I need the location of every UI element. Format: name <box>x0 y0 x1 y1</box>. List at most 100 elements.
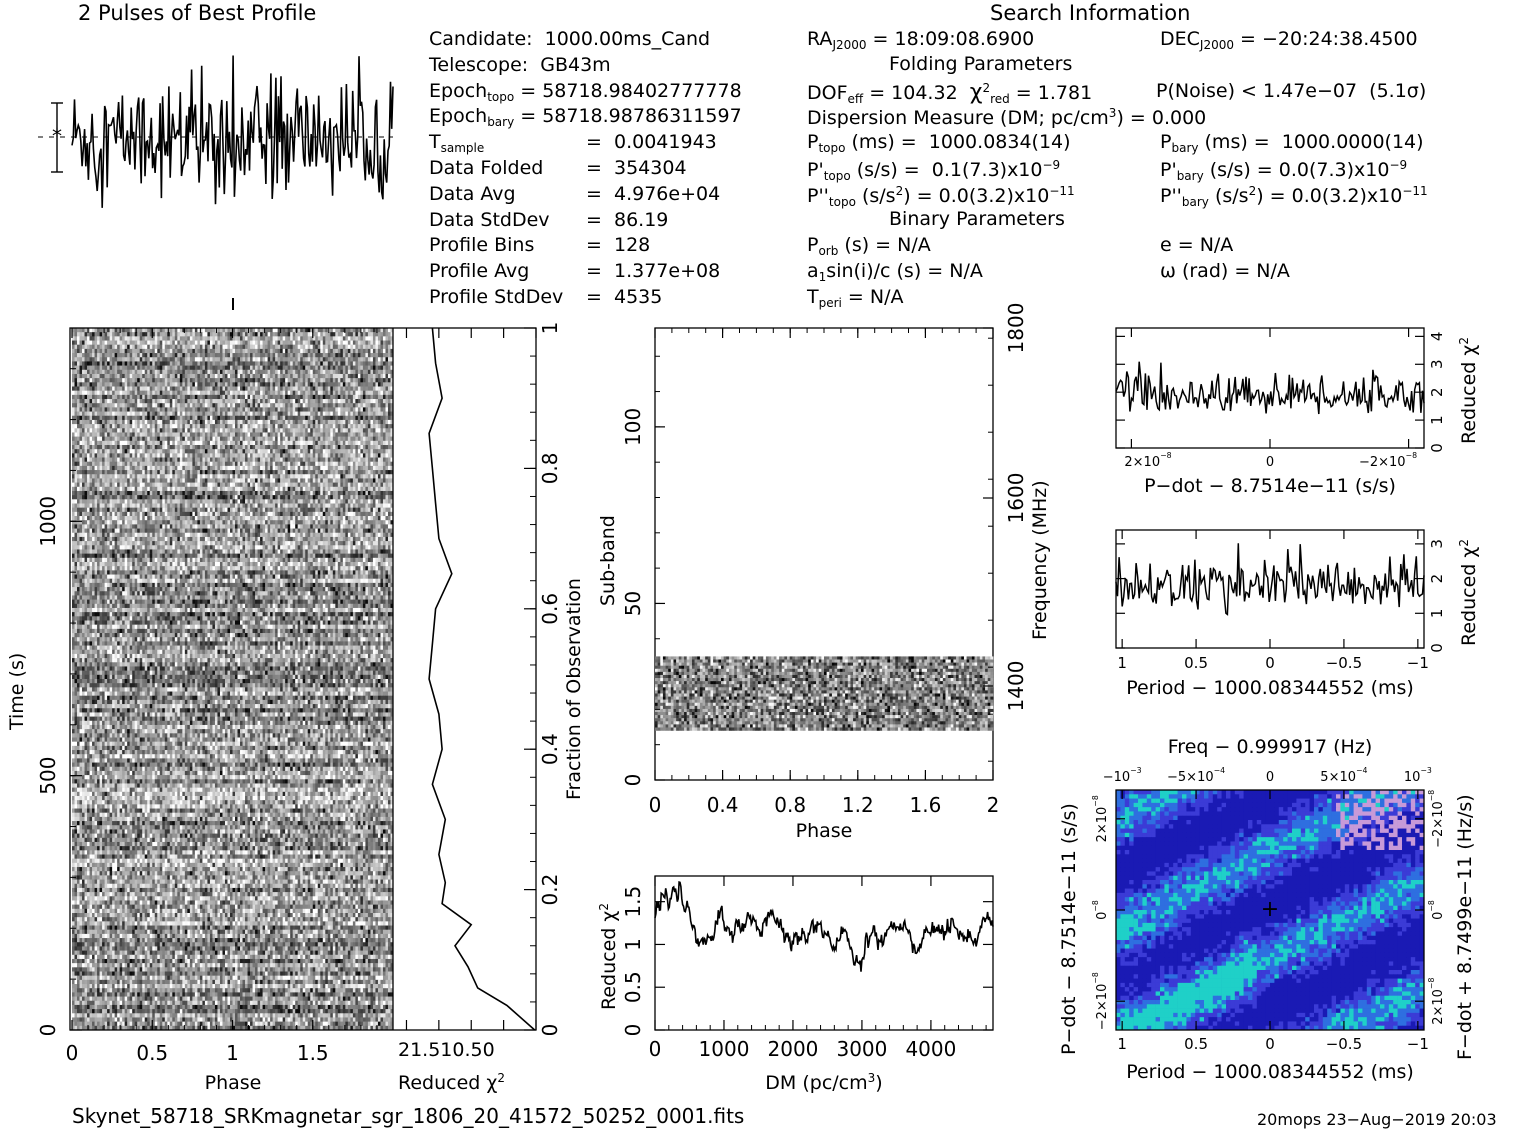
time-phase-cell <box>195 437 198 441</box>
time-phase-cell <box>305 332 308 336</box>
time-phase-cell <box>192 382 195 386</box>
time-phase-cell <box>125 387 128 391</box>
time-phase-cell <box>260 449 263 453</box>
time-phase-cell <box>210 374 213 378</box>
time-phase-cell <box>378 437 381 441</box>
time-phase-cell <box>212 353 215 357</box>
time-phase-cell <box>147 345 150 349</box>
time-phase-cell <box>217 424 220 428</box>
time-phase-cell <box>230 441 233 445</box>
time-phase-cell <box>97 441 100 445</box>
time-phase-cell <box>328 483 331 487</box>
time-phase-cell <box>72 407 75 411</box>
time-phase-cell <box>325 474 328 478</box>
time-phase-cell <box>253 332 256 336</box>
time-phase-cell <box>217 432 220 436</box>
time-phase-cell <box>270 416 273 420</box>
time-phase-cell <box>310 391 313 395</box>
time-phase-cell <box>320 462 323 466</box>
time-phase-cell <box>240 370 243 374</box>
time-phase-cell <box>112 328 115 332</box>
time-phase-cell <box>90 458 93 462</box>
time-phase-cell <box>195 332 198 336</box>
time-phase-cell <box>107 374 110 378</box>
time-phase-cell <box>308 483 311 487</box>
time-phase-cell <box>340 387 343 391</box>
time-phase-cell <box>180 403 183 407</box>
time-phase-cell <box>110 466 113 470</box>
time-phase-cell <box>300 462 303 466</box>
time-phase-cell <box>318 420 321 424</box>
time-phase-cell <box>345 387 348 391</box>
time-phase-cell <box>278 332 281 336</box>
time-phase-cell <box>288 470 291 474</box>
time-phase-cell <box>175 424 178 428</box>
time-phase-cell <box>190 407 193 411</box>
time-phase-cell <box>87 366 90 370</box>
time-phase-cell <box>225 424 228 428</box>
time-phase-cell <box>298 399 301 403</box>
time-phase-cell <box>363 449 366 453</box>
time-phase-cell <box>313 478 316 482</box>
time-phase-cell <box>212 370 215 374</box>
time-phase-cell <box>192 424 195 428</box>
time-phase-cell <box>80 487 83 491</box>
time-phase-cell <box>222 474 225 478</box>
time-phase-cell <box>303 391 306 395</box>
time-phase-cell <box>75 374 78 378</box>
time-phase-cell <box>222 416 225 420</box>
time-phase-cell <box>210 349 213 353</box>
time-phase-cell <box>85 407 88 411</box>
time-phase-cell <box>92 437 95 441</box>
time-phase-cell <box>190 453 193 457</box>
time-phase-cell <box>265 361 268 365</box>
time-phase-cell <box>107 382 110 386</box>
time-phase-cell <box>383 474 386 478</box>
time-phase-cell <box>238 374 241 378</box>
time-phase-cell <box>350 336 353 340</box>
time-phase-cell <box>290 345 293 349</box>
time-phase-cell <box>248 382 251 386</box>
time-phase-cell <box>137 416 140 420</box>
time-phase-cell <box>180 474 183 478</box>
time-phase-cell <box>310 357 313 361</box>
time-phase-cell <box>278 353 281 357</box>
time-phase-cell <box>278 458 281 462</box>
time-phase-cell <box>373 407 376 411</box>
time-phase-cell <box>137 432 140 436</box>
time-phase-cell <box>303 458 306 462</box>
time-phase-cell <box>217 458 220 462</box>
time-phase-cell <box>268 474 271 478</box>
time-phase-cell <box>85 366 88 370</box>
time-phase-cell <box>152 353 155 357</box>
time-phase-cell <box>358 462 361 466</box>
time-phase-cell <box>260 470 263 474</box>
time-phase-cell <box>273 361 276 365</box>
time-phase-cell <box>162 399 165 403</box>
time-phase-cell <box>140 370 143 374</box>
time-phase-cell <box>110 424 113 428</box>
time-phase-cell <box>90 374 93 378</box>
time-phase-cell <box>315 412 318 416</box>
time-phase-cell <box>157 432 160 436</box>
time-phase-cell <box>137 483 140 487</box>
time-phase-cell <box>303 407 306 411</box>
time-phase-cell <box>315 395 318 399</box>
time-phase-cell <box>137 478 140 482</box>
time-phase-cell <box>260 395 263 399</box>
time-phase-cell <box>338 349 341 353</box>
time-phase-cell <box>295 374 298 378</box>
time-phase-cell <box>255 387 258 391</box>
time-phase-cell <box>220 382 223 386</box>
time-phase-cell <box>212 420 215 424</box>
time-phase-cell <box>115 336 118 340</box>
time-phase-cell <box>330 370 333 374</box>
time-phase-cell <box>90 403 93 407</box>
time-phase-cell <box>135 374 138 378</box>
time-phase-cell <box>120 483 123 487</box>
time-phase-cell <box>335 382 338 386</box>
time-phase-cell <box>248 336 251 340</box>
time-phase-cell <box>353 466 356 470</box>
time-phase-cell <box>290 412 293 416</box>
time-phase-cell <box>192 378 195 382</box>
